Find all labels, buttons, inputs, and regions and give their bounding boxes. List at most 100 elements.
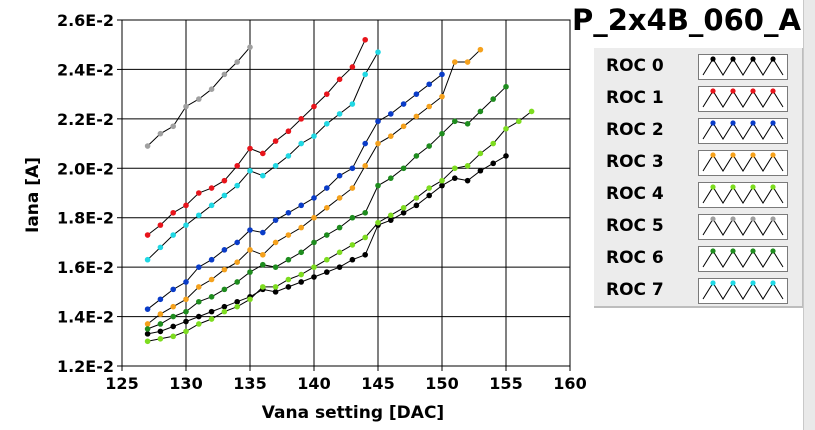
- data-point: [311, 195, 317, 201]
- data-point: [285, 284, 292, 290]
- data-point: [183, 318, 189, 325]
- y-axis-label: Iana [A]: [23, 157, 43, 233]
- legend-label: ROC 6: [606, 248, 664, 268]
- data-point: [413, 113, 420, 120]
- legend-swatch-marker: [730, 120, 736, 126]
- x-axis-label: Vana setting [DAC]: [262, 403, 444, 423]
- data-point: [336, 264, 343, 270]
- data-point: [170, 323, 176, 330]
- data-point: [144, 331, 151, 337]
- data-point: [196, 96, 202, 102]
- data-point: [452, 175, 458, 181]
- data-point: [247, 44, 253, 50]
- data-point: [221, 303, 228, 310]
- legend-swatch-marker: [710, 56, 716, 62]
- data-point: [336, 76, 343, 83]
- data-point: [221, 71, 228, 78]
- data-point: [298, 116, 305, 122]
- legend-swatch-line: [702, 58, 784, 76]
- data-point: [298, 224, 305, 231]
- x-tick-label: 125: [105, 374, 138, 393]
- data-point: [272, 264, 279, 270]
- data-point: [157, 336, 164, 342]
- legend-swatch-marker: [710, 280, 716, 286]
- legend-swatch-marker: [770, 120, 776, 126]
- data-point: [413, 195, 420, 201]
- data-point: [464, 163, 471, 169]
- data-point: [349, 165, 356, 172]
- data-point: [272, 239, 279, 246]
- legend-swatch-line: [702, 122, 784, 140]
- legend-swatch-marker: [750, 56, 756, 62]
- data-point: [144, 321, 151, 327]
- y-tick-label: 2.4E-2: [57, 60, 114, 79]
- y-tick-label: 2.2E-2: [57, 110, 114, 129]
- data-point: [272, 217, 279, 223]
- series-roc-2: [144, 71, 445, 312]
- data-point: [196, 264, 202, 270]
- data-point: [362, 163, 369, 169]
- data-point: [208, 202, 215, 209]
- data-point: [221, 247, 228, 253]
- data-point: [324, 256, 330, 263]
- data-point: [503, 83, 509, 90]
- data-point: [426, 143, 433, 149]
- data-point: [375, 49, 381, 55]
- legend-swatch: [698, 278, 788, 304]
- legend-label: ROC 2: [606, 120, 664, 140]
- data-point: [400, 205, 407, 211]
- legend-item: ROC 5: [594, 211, 802, 243]
- data-point: [413, 202, 420, 209]
- data-point: [388, 133, 394, 139]
- legend-swatch-marker: [750, 280, 756, 286]
- data-point: [196, 212, 202, 219]
- data-point: [208, 276, 215, 283]
- series-roc-4: [144, 108, 535, 345]
- legend-item: ROC 6: [594, 243, 802, 275]
- legend-item: ROC 3: [594, 147, 802, 179]
- data-point: [324, 232, 330, 238]
- data-point: [400, 165, 407, 172]
- data-point: [285, 153, 292, 159]
- x-tick-label: 160: [553, 374, 586, 393]
- data-point: [452, 59, 458, 65]
- legend-swatch-marker: [750, 88, 756, 94]
- legend-swatch-marker: [710, 184, 716, 190]
- data-point: [477, 167, 484, 174]
- data-point: [272, 289, 279, 295]
- legend: ROC 0 ROC 1 ROC 2 ROC 3 ROC 4 ROC 5 ROC 6 ROC 7: [594, 48, 804, 308]
- data-point: [349, 214, 356, 221]
- data-point: [452, 118, 458, 125]
- data-point: [311, 264, 317, 270]
- data-point: [490, 160, 497, 167]
- data-point: [503, 153, 509, 159]
- data-point: [208, 316, 215, 322]
- data-point: [336, 111, 343, 117]
- y-tick-label: 1.8E-2: [57, 209, 114, 228]
- data-point: [144, 338, 151, 345]
- window-edge-scrollbar[interactable]: [803, 0, 815, 430]
- data-point: [400, 123, 407, 130]
- data-point: [196, 313, 202, 320]
- legend-swatch-line: [702, 250, 784, 268]
- data-point: [272, 163, 279, 169]
- data-point: [221, 286, 228, 293]
- legend-swatch-line: [702, 90, 784, 108]
- legend-swatch: [698, 246, 788, 272]
- data-point: [247, 296, 253, 303]
- data-point: [157, 311, 164, 317]
- series-roc-3: [144, 46, 484, 327]
- data-point: [208, 294, 215, 300]
- data-point: [183, 202, 189, 209]
- data-point: [234, 239, 240, 246]
- data-point: [439, 93, 445, 100]
- data-point: [336, 249, 343, 256]
- data-point: [272, 284, 279, 290]
- data-point: [311, 214, 317, 221]
- data-point: [196, 284, 202, 290]
- data-point: [426, 185, 433, 191]
- series-roc-7: [144, 49, 381, 263]
- data-point: [439, 130, 445, 137]
- data-point: [157, 222, 164, 228]
- data-point: [247, 247, 253, 253]
